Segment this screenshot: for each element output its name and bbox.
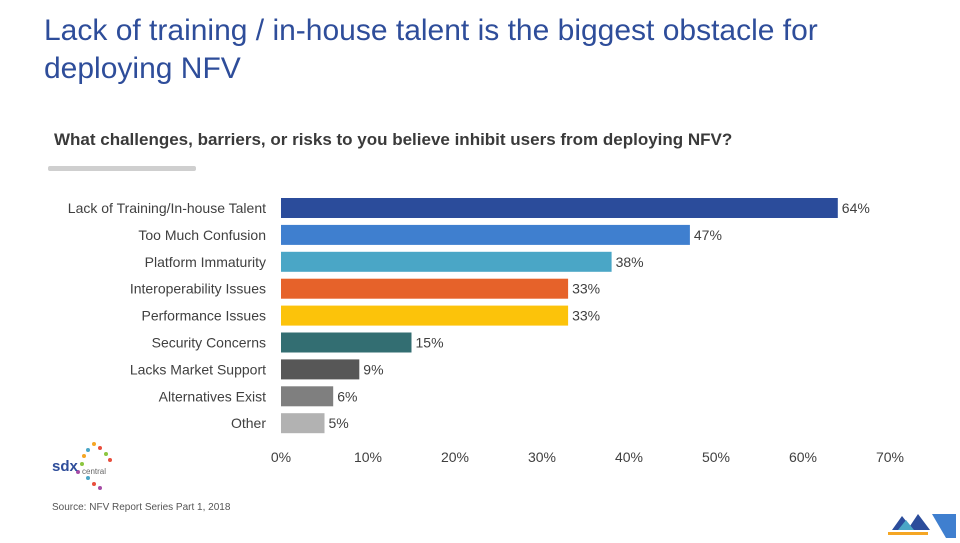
category-label: Platform Immaturity bbox=[145, 254, 266, 270]
source-note: Source: NFV Report Series Part 1, 2018 bbox=[52, 502, 231, 513]
data-label: 9% bbox=[363, 361, 383, 377]
data-label: 6% bbox=[337, 388, 357, 404]
survey-question: What challenges, barriers, or risks to y… bbox=[54, 130, 733, 149]
corner-logo-graphic bbox=[888, 514, 956, 538]
logo-text: sdx bbox=[52, 458, 79, 475]
corner-logo bbox=[886, 508, 956, 543]
x-tick-label: 20% bbox=[441, 449, 469, 465]
data-label: 15% bbox=[416, 335, 444, 351]
bar bbox=[281, 251, 612, 272]
page-title: Lack of training / in-house talent is th… bbox=[44, 14, 818, 85]
bar bbox=[281, 386, 334, 407]
bar bbox=[281, 359, 360, 380]
bar bbox=[281, 224, 690, 245]
x-tick-label: 10% bbox=[354, 449, 382, 465]
bar bbox=[281, 305, 569, 326]
question-underline bbox=[48, 166, 196, 171]
category-label: Too Much Confusion bbox=[138, 227, 266, 243]
logo-subtext: central bbox=[82, 467, 106, 476]
sdxcentral-logo-graphic: sdx central bbox=[52, 442, 112, 490]
category-label: Lack of Training/In-house Talent bbox=[68, 200, 266, 216]
x-tick-label: 40% bbox=[615, 449, 643, 465]
bar bbox=[281, 413, 325, 434]
data-label: 47% bbox=[694, 227, 722, 243]
x-tick-label: 50% bbox=[702, 449, 730, 465]
bar bbox=[281, 278, 569, 299]
x-tick-label: 70% bbox=[876, 449, 904, 465]
category-label: Other bbox=[231, 415, 266, 431]
data-label: 64% bbox=[842, 200, 870, 216]
bar bbox=[281, 198, 838, 218]
category-label: Lacks Market Support bbox=[130, 361, 266, 377]
data-label: 5% bbox=[329, 415, 349, 431]
data-label: 33% bbox=[572, 281, 600, 297]
category-label: Alternatives Exist bbox=[159, 388, 266, 404]
sdxcentral-logo: sdx central bbox=[48, 438, 138, 499]
x-tick-label: 0% bbox=[271, 449, 291, 465]
data-label: 33% bbox=[572, 308, 600, 324]
x-tick-label: 60% bbox=[789, 449, 817, 465]
category-label: Interoperability Issues bbox=[130, 281, 266, 297]
data-label: 38% bbox=[616, 254, 644, 270]
bar bbox=[281, 332, 412, 353]
x-tick-label: 30% bbox=[528, 449, 556, 465]
category-label: Security Concerns bbox=[152, 335, 266, 351]
category-label: Performance Issues bbox=[142, 308, 267, 324]
